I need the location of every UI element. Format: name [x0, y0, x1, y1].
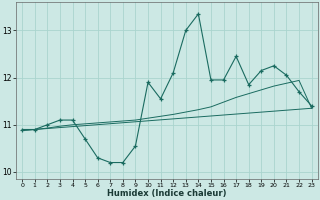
X-axis label: Humidex (Indice chaleur): Humidex (Indice chaleur) — [107, 189, 227, 198]
